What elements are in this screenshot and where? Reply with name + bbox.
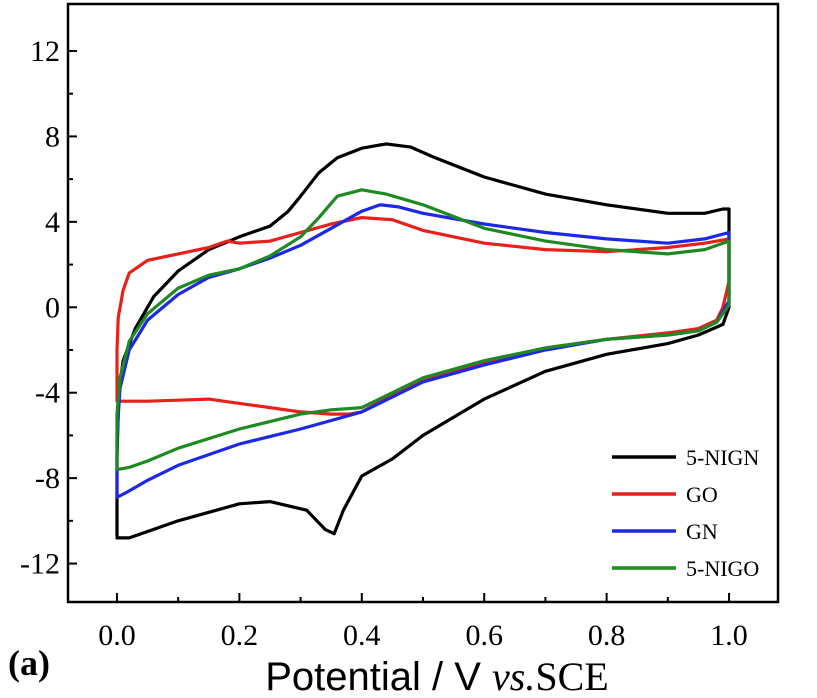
y-tick-label: 12 bbox=[30, 35, 60, 68]
x-tick-label: 1.0 bbox=[710, 619, 748, 652]
legend-label: 5-NIGO bbox=[686, 556, 759, 581]
ticks-layer: 0.0 0.2 0.4 0.6 0.8 1.0 -12 -8 -4 0 4 8 12 bbox=[20, 35, 748, 652]
legend-label: GO bbox=[686, 482, 718, 507]
legend-item: GN bbox=[612, 519, 718, 544]
y-tick-label: -8 bbox=[35, 462, 60, 495]
x-tick-label: 0.0 bbox=[98, 619, 136, 652]
x-tick-label: 0.2 bbox=[221, 619, 259, 652]
x-axis-label-suffix: SCE bbox=[535, 654, 608, 698]
series-line-go bbox=[115, 216, 731, 416]
legend-label: GN bbox=[686, 519, 718, 544]
x-axis-label-italic: vs. bbox=[492, 654, 535, 698]
y-tick-label: 8 bbox=[45, 120, 60, 153]
y-tick-label: -12 bbox=[20, 548, 60, 581]
legend-item: 5-NIGO bbox=[612, 556, 759, 581]
series-layer bbox=[115, 142, 731, 540]
legend-label: 5-NIGN bbox=[686, 445, 759, 470]
y-tick-label: 0 bbox=[45, 291, 60, 324]
y-tick-label: 4 bbox=[45, 206, 60, 239]
series-line-5-nigo bbox=[115, 188, 731, 472]
x-axis-label: Potential / V vs.SCE bbox=[265, 654, 608, 698]
series-line-5-nign bbox=[115, 142, 731, 540]
legend: 5-NIGN GO GN 5-NIGO bbox=[612, 445, 759, 581]
x-tick-label: 0.4 bbox=[343, 619, 381, 652]
y-tick-label: -4 bbox=[35, 377, 60, 410]
x-axis-label-prefix: Potential / V bbox=[265, 655, 492, 698]
plot-frame bbox=[66, 2, 780, 604]
legend-item: 5-NIGN bbox=[612, 445, 759, 470]
x-tick-label: 0.6 bbox=[465, 619, 503, 652]
legend-item: GO bbox=[612, 482, 718, 507]
panel-label: (a) bbox=[8, 643, 50, 683]
x-tick-label: 0.8 bbox=[588, 619, 626, 652]
